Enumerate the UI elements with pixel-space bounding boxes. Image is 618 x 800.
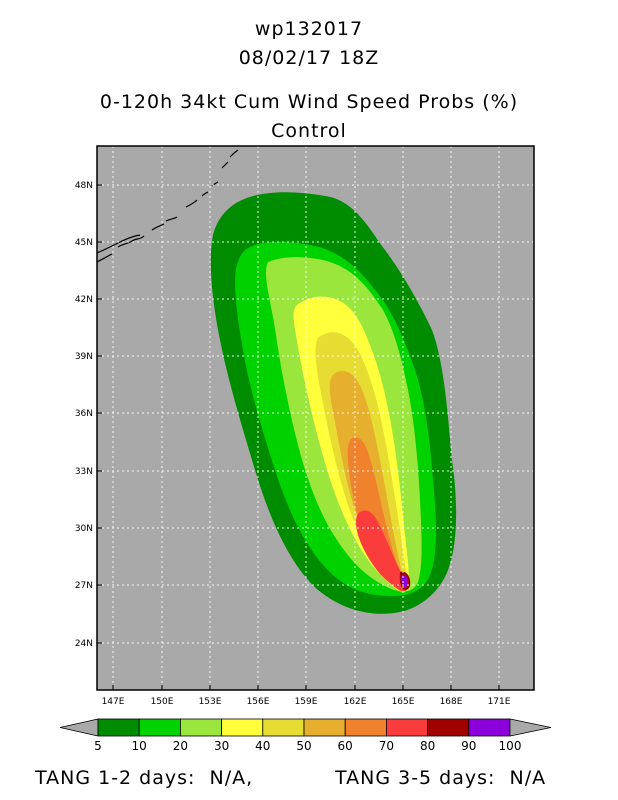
- colorbar-label: 100: [499, 739, 522, 753]
- tang-3-5-days: TANG 3-5 days: N/A: [335, 767, 547, 789]
- colorbar-swatch: [179, 718, 222, 737]
- storm-id-title: wp132017: [254, 18, 364, 40]
- lon-label: 159E: [295, 697, 318, 707]
- tang-1-2-days: TANG 1-2 days: N/A,: [35, 767, 254, 789]
- colorbar-label: 5: [94, 739, 102, 753]
- colorbar-label: 40: [255, 739, 270, 753]
- lat-label: 39N: [75, 352, 93, 362]
- lon-label: 171E: [488, 697, 511, 707]
- colorbar-label: 80: [420, 739, 435, 753]
- lat-label: 48N: [75, 181, 93, 191]
- colorbar-label: 50: [296, 739, 311, 753]
- product-title: 0-120h 34kt Cum Wind Speed Probs (%): [99, 91, 519, 113]
- datetime-title: 08/02/17 18Z: [238, 47, 380, 69]
- colorbar-swatch: [303, 718, 346, 737]
- coastline: [96, 149, 239, 263]
- colorbar-label: 90: [461, 739, 476, 753]
- colorbar-label: 20: [173, 739, 188, 753]
- colorbar-swatch: [262, 718, 305, 737]
- map-frame: [96, 145, 535, 691]
- lat-label: 36N: [75, 409, 93, 419]
- colorbar-swatch: [221, 718, 264, 737]
- lon-label: 165E: [392, 697, 415, 707]
- lon-label: 147E: [102, 697, 125, 707]
- probability-contours: [210, 192, 457, 614]
- lat-label: 27N: [75, 581, 93, 591]
- lon-label: 156E: [247, 697, 270, 707]
- lat-label: 24N: [75, 639, 93, 649]
- colorbar-label: 60: [338, 739, 353, 753]
- colorbar-swatch: [385, 718, 428, 737]
- colorbar-swatch: [468, 718, 511, 737]
- colorbar: 5 10 20 30 40 50 60 70 80 90 100: [59, 718, 552, 753]
- colorbar-swatch: [344, 718, 387, 737]
- colorbar-under-triangle: [59, 718, 99, 737]
- lat-label: 45N: [75, 238, 93, 248]
- run-title: Control: [271, 120, 347, 142]
- colorbar-label: 10: [132, 739, 147, 753]
- lat-label: 30N: [75, 524, 93, 534]
- lon-label: 162E: [344, 697, 367, 707]
- contour-70: [355, 510, 407, 592]
- colorbar-swatch: [138, 718, 181, 737]
- lat-label: 42N: [75, 295, 93, 305]
- colorbar-label: 30: [214, 739, 229, 753]
- colorbar-over-triangle: [509, 718, 552, 737]
- colorbar-swatch: [97, 718, 140, 737]
- lat-label: 33N: [75, 467, 93, 477]
- lon-label: 168E: [440, 697, 463, 707]
- colorbar-swatch: [427, 718, 470, 737]
- lon-label: 150E: [151, 697, 174, 707]
- map-gridlines: [97, 146, 534, 690]
- lon-label: 153E: [199, 697, 222, 707]
- colorbar-label: 70: [379, 739, 394, 753]
